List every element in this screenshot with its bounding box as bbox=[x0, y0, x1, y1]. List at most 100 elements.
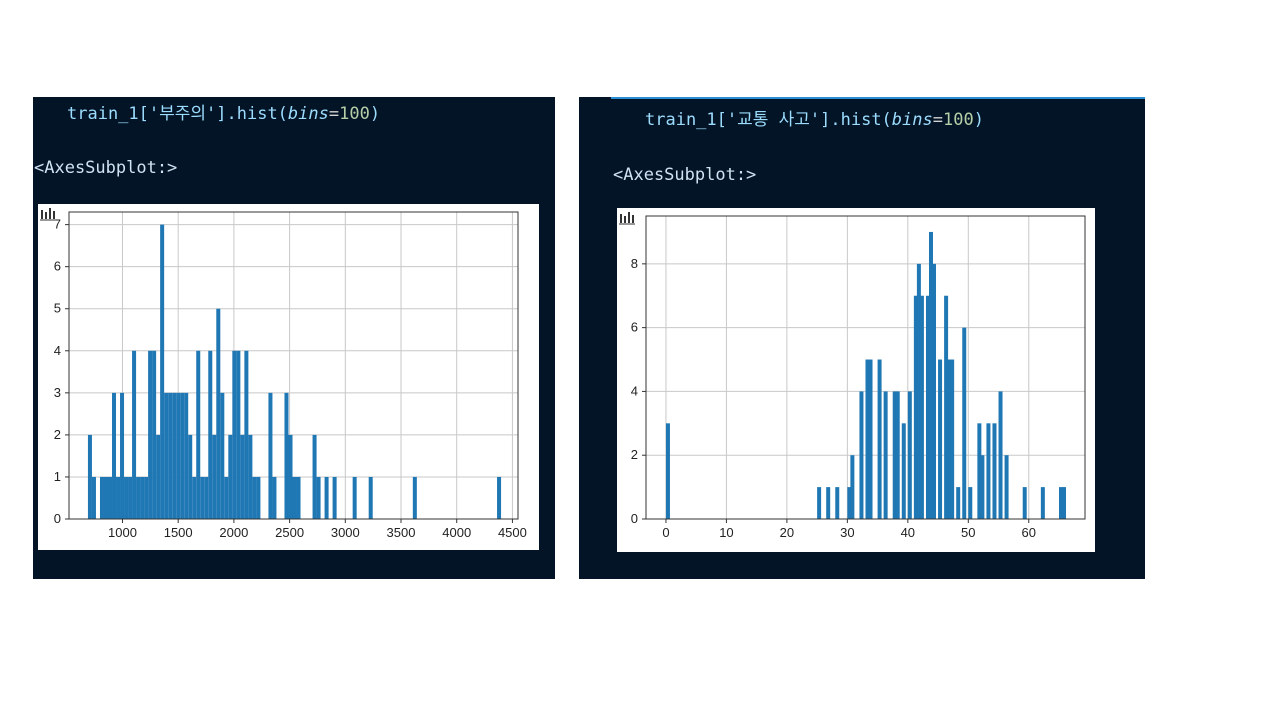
histogram-bar bbox=[938, 359, 943, 519]
histogram-bar bbox=[932, 263, 937, 519]
histogram-bar bbox=[296, 476, 301, 519]
y-tick-label: 4 bbox=[54, 343, 61, 358]
histogram-bar bbox=[256, 476, 261, 519]
code-call: train_1['부주의'].hist( bbox=[67, 104, 288, 124]
histogram-bar bbox=[172, 392, 177, 519]
histogram-bar bbox=[192, 476, 197, 519]
histogram-bar bbox=[1040, 487, 1045, 519]
output-text: <AxesSubplot:> bbox=[613, 165, 757, 185]
histogram-bar bbox=[152, 350, 157, 519]
histogram-bar bbox=[850, 455, 855, 519]
histogram-bar bbox=[103, 476, 108, 519]
y-tick-label: 2 bbox=[54, 427, 61, 442]
x-tick-label: 20 bbox=[780, 525, 794, 540]
histogram-bar bbox=[188, 434, 193, 519]
chart-icon[interactable] bbox=[619, 212, 635, 225]
histogram-bar bbox=[1058, 487, 1063, 519]
x-tick-label: 2500 bbox=[275, 525, 304, 540]
histogram-bar bbox=[817, 487, 822, 519]
histogram-bar bbox=[236, 350, 241, 519]
x-tick-label: 4500 bbox=[498, 525, 527, 540]
histogram-bar bbox=[892, 391, 897, 519]
x-tick-label: 3000 bbox=[331, 525, 360, 540]
output-text: <AxesSubplot:> bbox=[34, 158, 178, 178]
histogram-bar bbox=[1062, 487, 1067, 519]
histogram-bar bbox=[116, 476, 121, 519]
histogram-bar bbox=[288, 434, 293, 519]
histogram-bar bbox=[220, 392, 225, 519]
histogram-bar bbox=[240, 434, 245, 519]
histogram-bar bbox=[204, 476, 209, 519]
histogram-bar bbox=[160, 224, 165, 519]
y-tick-label: 8 bbox=[631, 256, 638, 271]
histogram-bar bbox=[859, 391, 864, 519]
histogram-bar bbox=[928, 231, 933, 519]
histogram-bar bbox=[112, 392, 117, 519]
histogram-bar bbox=[1022, 487, 1027, 519]
histogram-bar bbox=[252, 476, 257, 519]
histogram-bar bbox=[412, 476, 417, 519]
histogram-bar bbox=[868, 359, 873, 519]
x-tick-label: 3500 bbox=[387, 525, 416, 540]
code-equals: = bbox=[328, 104, 340, 124]
histogram-bar bbox=[144, 476, 149, 519]
histogram-bar bbox=[950, 359, 955, 519]
histogram-bar bbox=[148, 350, 153, 519]
axes-frame bbox=[645, 215, 1086, 520]
axes-frame bbox=[68, 211, 519, 520]
histogram-bar bbox=[497, 476, 502, 519]
notebook-cell-right: train_1['교통 사고'].hist(bins=100) <AxesSub… bbox=[579, 97, 1145, 579]
histogram-bar bbox=[925, 295, 930, 519]
histogram-bar bbox=[1004, 455, 1009, 519]
histogram-bar bbox=[968, 487, 973, 519]
histogram-bar bbox=[212, 434, 217, 519]
y-tick-label: 2 bbox=[631, 447, 638, 462]
histogram-bar bbox=[200, 476, 205, 519]
x-tick-label: 1500 bbox=[164, 525, 193, 540]
histogram-bar bbox=[980, 455, 985, 519]
histogram-bar bbox=[895, 391, 900, 519]
code-line[interactable]: train_1['교통 사고'].hist(bins=100) bbox=[645, 105, 984, 130]
chart-icon[interactable] bbox=[40, 208, 56, 221]
code-close: ) bbox=[973, 110, 984, 130]
y-tick-label: 4 bbox=[631, 383, 638, 398]
histogram-bar bbox=[168, 392, 173, 519]
code-equals: = bbox=[932, 110, 943, 130]
histogram-bar bbox=[986, 423, 991, 519]
histogram-bar bbox=[352, 476, 357, 519]
histogram-bar bbox=[284, 392, 289, 519]
x-tick-label: 10 bbox=[719, 525, 733, 540]
histogram-bar bbox=[228, 434, 233, 519]
code-line[interactable]: train_1['부주의'].hist(bins=100) bbox=[67, 99, 380, 124]
histogram-bar bbox=[865, 359, 870, 519]
histogram-bar bbox=[272, 476, 277, 519]
y-tick-label: 6 bbox=[631, 320, 638, 335]
histogram-bar bbox=[883, 391, 888, 519]
x-tick-label: 40 bbox=[901, 525, 915, 540]
histogram-bar bbox=[128, 476, 133, 519]
histogram-bar bbox=[977, 423, 982, 519]
histogram-bar bbox=[248, 434, 253, 519]
histogram-bar bbox=[956, 487, 961, 519]
histogram-svg-right: 0 10 20 30 40 50 60 0 2 4 6 8 bbox=[619, 212, 1086, 540]
histogram-bar bbox=[992, 423, 997, 519]
histogram-bar bbox=[919, 295, 924, 519]
histogram-bar bbox=[268, 392, 273, 519]
histogram-bar bbox=[947, 359, 952, 519]
histogram-bar bbox=[196, 350, 201, 519]
code-call: train_1['교통 사고'].hist( bbox=[645, 110, 892, 130]
histogram-bar bbox=[907, 391, 912, 519]
histogram-bar bbox=[224, 476, 229, 519]
x-tick-label: 4000 bbox=[442, 525, 471, 540]
histogram-bar bbox=[99, 476, 104, 519]
y-tick-label: 5 bbox=[54, 301, 61, 316]
histogram-bar bbox=[368, 476, 373, 519]
histogram-bar bbox=[324, 476, 329, 519]
histogram-bar bbox=[184, 392, 189, 519]
histogram-bar bbox=[176, 392, 181, 519]
histogram-bar bbox=[962, 327, 967, 519]
histogram-bar bbox=[180, 392, 185, 519]
code-number: 100 bbox=[943, 110, 974, 130]
histogram-bar bbox=[916, 263, 921, 519]
histogram-bar bbox=[164, 392, 169, 519]
